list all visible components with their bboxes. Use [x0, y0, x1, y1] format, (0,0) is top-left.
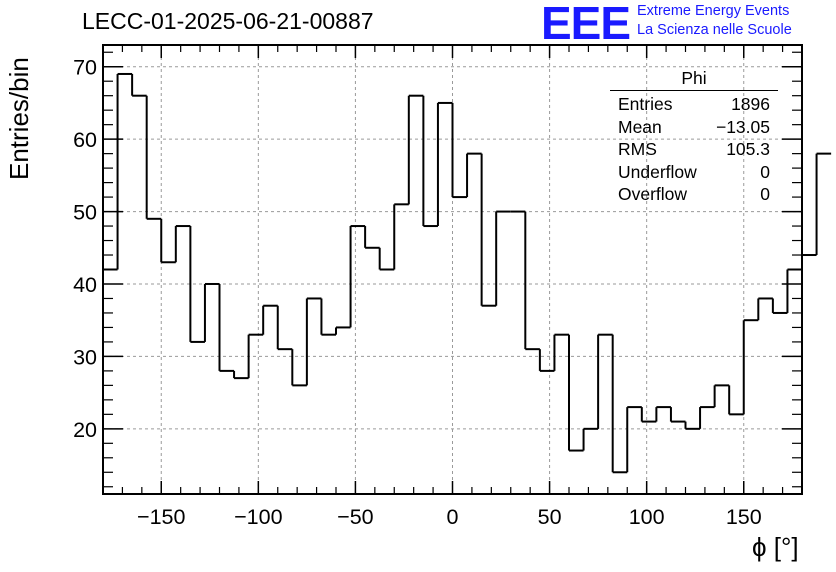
stats-label: Underflow	[618, 161, 697, 182]
grid-lines	[103, 45, 802, 494]
stats-value: −13.05	[715, 116, 770, 137]
stats-row-entries: Entries 1896	[610, 93, 778, 116]
chart-title: LECC-01-2025-06-21-00887	[82, 8, 374, 34]
logo-line-1: Extreme Energy Events	[637, 3, 790, 19]
x-tick-label: −50	[337, 505, 374, 529]
stats-row-underflow: Underflow 0	[610, 161, 778, 184]
stats-value: 0	[760, 161, 770, 182]
stats-label: Mean	[618, 116, 662, 137]
x-tick-label: 100	[629, 505, 665, 529]
stats-box: Phi Entries 1896 Mean −13.05 RMS 105.3 U…	[610, 68, 778, 206]
stats-value: 0	[760, 184, 770, 204]
eee-logo: EEE	[541, 0, 631, 49]
x-tick-label: −150	[137, 505, 185, 529]
stats-row-mean: Mean −13.05	[610, 116, 778, 139]
stats-label: Overflow	[618, 184, 688, 204]
histogram-bins	[103, 72, 832, 474]
y-axis-label: Entries/bin	[4, 57, 34, 180]
stats-label: Entries	[618, 94, 673, 114]
y-tick-label: 30	[73, 345, 97, 369]
y-tick-label: 40	[73, 273, 97, 297]
y-tick-label: 60	[73, 128, 97, 152]
x-axis-label: ϕ [°]	[752, 532, 799, 562]
stats-label: RMS	[618, 139, 657, 159]
x-tick-label: −100	[234, 505, 282, 529]
y-tick-label: 70	[73, 56, 97, 80]
stats-row-overflow: Overflow 0	[610, 183, 778, 206]
plot-frame	[102, 44, 803, 495]
tick-labels: −150 −100 −50 0 50 100 150 20 30 40 50 60 70	[73, 56, 762, 529]
stats-value: 105.3	[726, 139, 770, 159]
stats-title: Phi	[610, 68, 778, 91]
y-tick-label: 20	[73, 418, 97, 442]
y-tick-label: 50	[73, 201, 97, 225]
stats-row-rms: RMS 105.3	[610, 138, 778, 161]
x-tick-label: 150	[726, 505, 762, 529]
x-tick-label: 0	[447, 505, 459, 529]
x-tick-label: 50	[538, 505, 562, 529]
logo-line-2: La Scienza nelle Scuole	[637, 22, 792, 38]
stats-value: 1896	[731, 94, 770, 114]
